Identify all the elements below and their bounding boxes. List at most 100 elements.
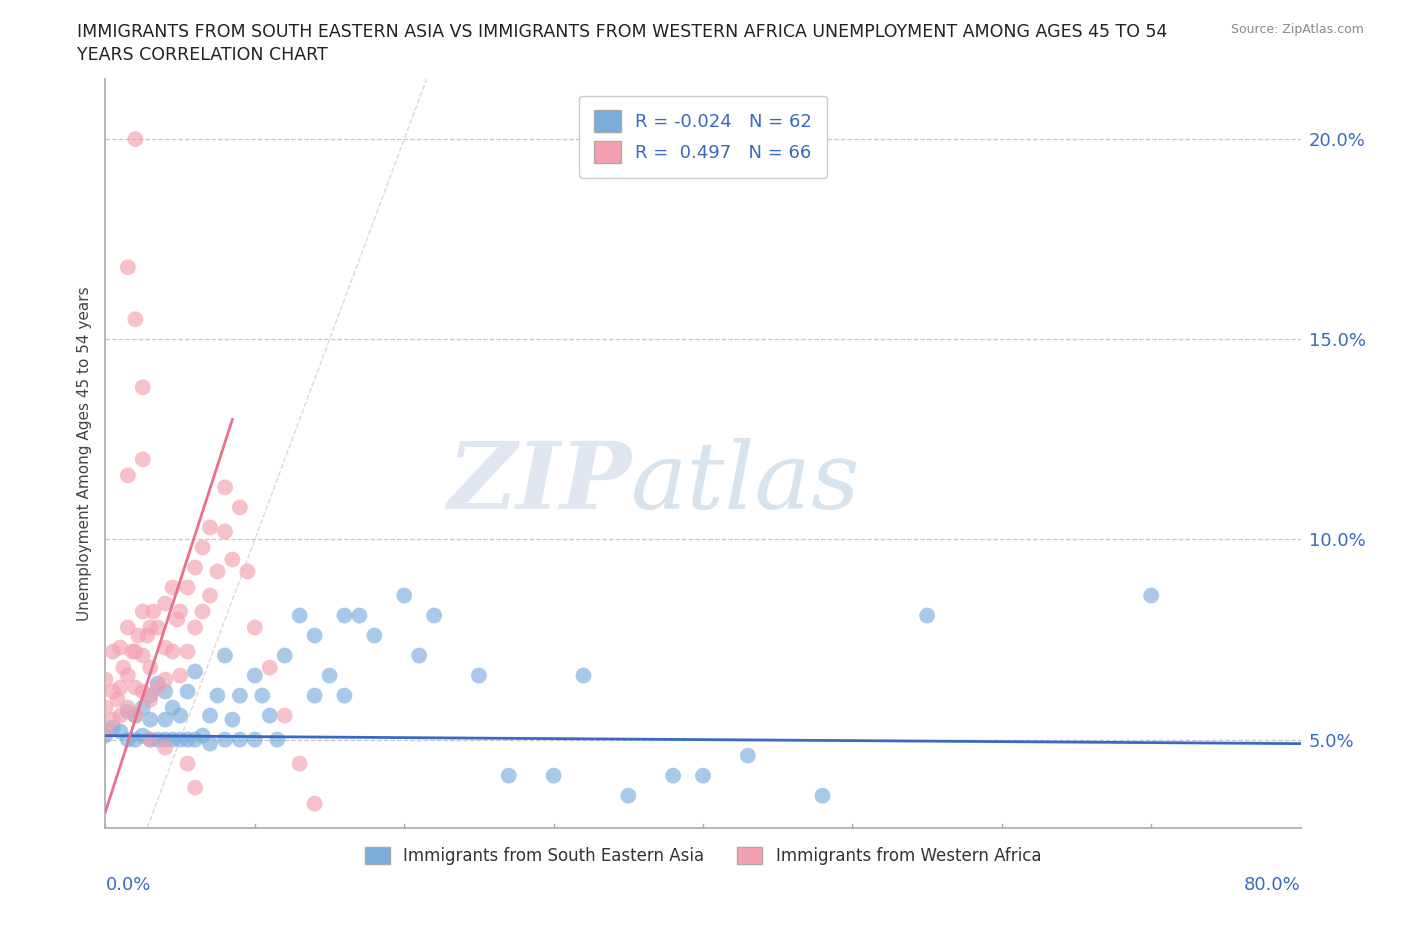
Point (146, 680, 169, 695)
Point (94, 728, 117, 743)
Point (207, 688, 229, 703)
Point (252, 688, 274, 703)
Point (176, 684, 198, 699)
Point (155, 640, 177, 655)
Point (124, 708, 146, 723)
Point (101, 644, 124, 659)
Point (184, 732, 207, 747)
Point (214, 480, 236, 495)
Point (132, 684, 155, 699)
Point (198, 588, 221, 603)
Point (139, 692, 162, 707)
Point (737, 749, 759, 764)
Point (214, 732, 236, 747)
Point (191, 604, 214, 619)
Point (176, 580, 198, 595)
Point (423, 608, 446, 623)
Point (236, 564, 259, 578)
Point (110, 680, 132, 695)
Point (101, 720, 124, 735)
Point (394, 588, 416, 603)
Point (184, 780, 207, 795)
Point (136, 628, 159, 643)
Point (304, 628, 326, 643)
Point (110, 640, 132, 655)
Point (221, 552, 243, 567)
Point (498, 768, 520, 783)
Point (243, 620, 266, 635)
Point (304, 688, 326, 703)
Point (617, 789, 640, 804)
Point (572, 668, 595, 683)
Point (184, 620, 207, 635)
Text: 0.0%: 0.0% (105, 876, 150, 895)
Point (176, 756, 198, 771)
Point (214, 648, 236, 663)
Point (259, 660, 281, 675)
Point (132, 604, 155, 619)
Point (468, 668, 491, 683)
Point (155, 732, 177, 747)
Point (191, 728, 214, 743)
Point (662, 768, 685, 783)
Point (214, 524, 236, 538)
Point (198, 737, 221, 751)
Y-axis label: Unemployment Among Ages 45 to 54 years: Unemployment Among Ages 45 to 54 years (76, 286, 91, 620)
Point (124, 680, 146, 695)
Point (94, 724, 117, 739)
Point (304, 796, 326, 811)
Point (221, 712, 243, 727)
Point (363, 628, 385, 643)
Point (162, 580, 184, 595)
Point (155, 596, 177, 611)
Legend: Immigrants from South Eastern Asia, Immigrants from Western Africa: Immigrants from South Eastern Asia, Immi… (359, 841, 1047, 871)
Point (169, 732, 191, 747)
Point (229, 732, 252, 747)
Point (139, 712, 162, 727)
Point (121, 644, 143, 659)
Point (117, 704, 139, 719)
Text: Source: ZipAtlas.com: Source: ZipAtlas.com (1230, 23, 1364, 36)
Point (146, 620, 169, 635)
Point (333, 608, 356, 623)
Point (318, 668, 340, 683)
Point (132, 648, 155, 663)
Point (110, 708, 132, 723)
Point (155, 684, 177, 699)
Point (915, 608, 938, 623)
Point (94, 700, 117, 715)
Point (176, 732, 198, 747)
Point (101, 712, 124, 727)
Point (139, 732, 162, 747)
Point (166, 612, 188, 627)
Point (132, 700, 155, 715)
Text: YEARS CORRELATION CHART: YEARS CORRELATION CHART (77, 46, 328, 64)
Point (1140, 588, 1163, 603)
Point (110, 724, 132, 739)
Point (146, 676, 169, 691)
Point (132, 379, 155, 394)
Point (273, 708, 295, 723)
Point (124, 132, 146, 147)
Point (146, 732, 169, 747)
Point (169, 668, 191, 683)
Point (117, 700, 139, 715)
Point (124, 644, 146, 659)
Text: ZIP: ZIP (447, 438, 631, 528)
Point (288, 608, 311, 623)
Point (692, 768, 714, 783)
Point (198, 520, 221, 535)
Point (162, 732, 184, 747)
Point (811, 789, 834, 804)
Point (191, 540, 214, 555)
Point (169, 604, 191, 619)
Point (333, 688, 356, 703)
Point (107, 692, 129, 707)
Point (124, 708, 146, 723)
Text: IMMIGRANTS FROM SOUTH EASTERN ASIA VS IMMIGRANTS FROM WESTERN AFRICA UNEMPLOYMEN: IMMIGRANTS FROM SOUTH EASTERN ASIA VS IM… (77, 23, 1168, 41)
Point (142, 604, 165, 619)
Point (139, 620, 162, 635)
Point (94, 672, 117, 687)
Point (543, 768, 565, 783)
Point (349, 608, 371, 623)
